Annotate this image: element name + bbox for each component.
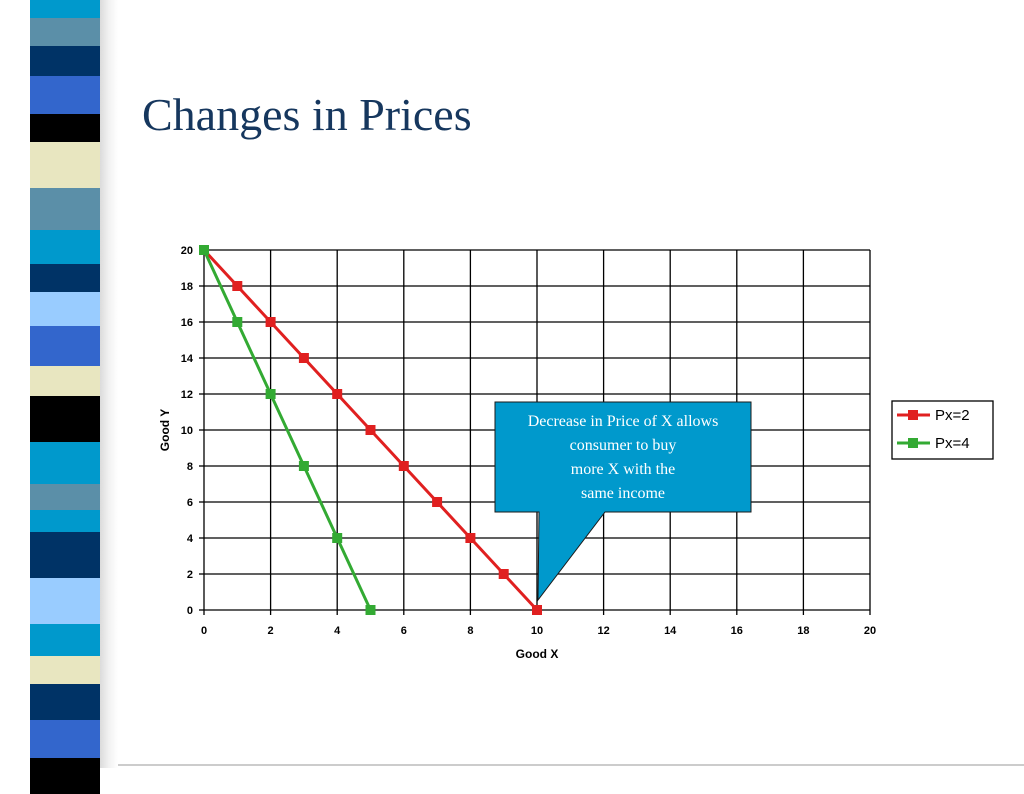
slide-title: Changes in Prices [142, 89, 472, 140]
data-point [432, 497, 443, 507]
data-point [265, 317, 276, 327]
y-tick-label: 20 [181, 245, 193, 257]
x-tick-label: 6 [401, 625, 407, 637]
sidebar-stripe [30, 188, 100, 230]
y-tick-label: 6 [187, 497, 193, 509]
y-tick-label: 14 [181, 353, 194, 365]
legend-swatch-marker [908, 438, 918, 448]
y-axis-label: Good Y [158, 409, 172, 451]
y-tick-label: 10 [181, 425, 193, 437]
sidebar-stripe [30, 484, 100, 510]
x-tick-label: 18 [797, 625, 809, 637]
data-point [232, 281, 243, 291]
data-point [332, 533, 343, 543]
sidebar-stripe [30, 0, 100, 18]
series-line [202, 249, 372, 611]
chart-legend: Px=2 Px=4 [891, 400, 994, 460]
budget-line-chart: 0 2 4 6 8 10 12 14 16 18 20 0 2 4 6 8 10 12 14 16 18 20 Good … [158, 245, 994, 661]
sidebar-stripe [30, 624, 100, 656]
legend-label: Px=2 [935, 407, 970, 424]
y-tick-label: 12 [181, 389, 193, 401]
sidebar-stripe [30, 656, 100, 684]
sidebar-stripe [30, 442, 100, 484]
data-point [298, 353, 309, 363]
sidebar-stripe [30, 510, 100, 532]
sidebar-stripe [30, 76, 100, 114]
x-tick-label: 20 [864, 625, 876, 637]
data-point [232, 317, 243, 327]
data-point [265, 389, 276, 399]
sidebar-stripe [30, 46, 100, 76]
sidebar-stripe [30, 264, 100, 292]
x-tick-label: 8 [467, 625, 473, 637]
callout-box [494, 401, 752, 602]
sidebar-stripe [30, 578, 100, 624]
chart-tick-labels: 0 2 4 6 8 10 12 14 16 18 20 0 2 4 6 8 10 12 14 16 18 20 [181, 245, 876, 637]
callout-line-4: same income [581, 485, 665, 502]
sidebar-stripe [30, 292, 100, 326]
decorative-sidebar-stripes [30, 0, 100, 794]
legend-label: Px=4 [935, 435, 970, 452]
y-tick-label: 16 [181, 317, 193, 329]
data-point [532, 605, 542, 615]
data-point [298, 461, 309, 471]
sidebar-stripe [30, 230, 100, 264]
chart-series [199, 245, 542, 615]
data-point [398, 461, 409, 471]
data-point [332, 389, 343, 399]
legend-swatch-marker [908, 410, 918, 420]
sidebar-stripe [30, 326, 100, 366]
sidebar-stripe [30, 684, 100, 720]
x-tick-label: 0 [201, 625, 207, 637]
sidebar-stripe [30, 532, 100, 578]
x-tick-label: 16 [731, 625, 743, 637]
y-tick-label: 4 [187, 533, 194, 545]
data-point [465, 533, 476, 543]
y-tick-label: 0 [187, 605, 193, 617]
data-point [365, 425, 376, 435]
x-tick-label: 14 [664, 625, 677, 637]
y-tick-label: 2 [187, 569, 193, 581]
sidebar-stripe [30, 18, 100, 46]
sidebar-stripe [30, 142, 100, 188]
x-tick-label: 4 [334, 625, 341, 637]
sidebar-stripe [30, 396, 100, 442]
callout-line-3: more X with the [570, 461, 676, 478]
data-point [498, 569, 509, 579]
y-tick-label: 18 [181, 281, 193, 293]
callout-line-1: Decrease in Price of X allows [527, 413, 719, 430]
x-axis-label: Good X [516, 647, 559, 661]
y-tick-label: 8 [187, 461, 193, 473]
x-tick-label: 12 [597, 625, 609, 637]
callout-text: Decrease in Price of X allows consumer t… [497, 410, 749, 506]
sidebar-stripe [30, 720, 100, 758]
x-tick-label: 2 [268, 625, 274, 637]
sidebar-stripe [30, 366, 100, 396]
sidebar-stripe [30, 114, 100, 142]
data-point [199, 245, 209, 255]
data-point [365, 605, 376, 615]
x-tick-label: 10 [531, 625, 543, 637]
bottom-divider [118, 764, 1024, 766]
callout-line-2: consumer to buy [569, 437, 677, 454]
